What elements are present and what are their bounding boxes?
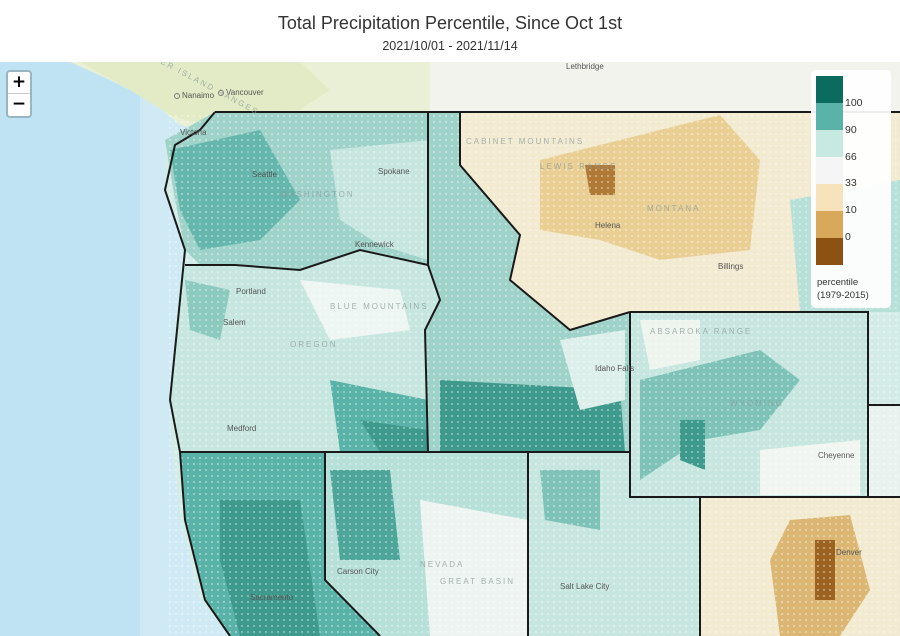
legend: 100 90 66 33 10 0 percentile (1979-2015) <box>811 70 891 308</box>
city-label-salt-lake-city: Salt Lake City <box>560 582 610 591</box>
map-header: Total Precipitation Percentile, Since Oc… <box>0 0 900 62</box>
legend-swatch-lowest <box>816 238 843 265</box>
legend-swatch-10 <box>816 184 843 211</box>
region-label-great-basin: GREAT BASIN <box>440 577 516 586</box>
city-label-spokane: Spokane <box>378 167 410 176</box>
region-label-blue-mountains: BLUE MOUNTAINS <box>330 302 429 311</box>
map-title: Total Precipitation Percentile, Since Oc… <box>277 13 623 33</box>
map-canvas[interactable] <box>0 62 900 636</box>
legend-swatch-90 <box>816 103 843 130</box>
region-label-lewis-range: LEWIS RANGE <box>540 162 618 171</box>
legend-label-66: 66 <box>845 151 857 163</box>
city-label-kennewick: Kennewick <box>355 240 394 249</box>
precipitation-map[interactable]: Nanaimo Vancouver Victoria Lethbridge Se… <box>0 62 900 636</box>
city-label-billings: Billings <box>718 262 744 271</box>
legend-label-90: 90 <box>845 124 857 136</box>
legend-label-100: 100 <box>845 97 863 109</box>
city-label-medford: Medford <box>227 424 257 433</box>
date-range: 2021/10/01 - 2021/11/14 <box>382 39 518 53</box>
city-label-sacramento: Sacramento <box>250 593 294 602</box>
legend-swatch-33 <box>816 157 843 184</box>
legend-unit: percentile <box>817 277 859 288</box>
region-label-cabinet-mountains: CABINET MOUNTAINS <box>466 137 585 146</box>
region-label-montana: MONTANA <box>647 204 701 213</box>
city-label-nanaimo: Nanaimo <box>174 91 214 100</box>
zoom-control: + − <box>6 70 32 118</box>
zoom-in-button[interactable]: + <box>8 72 30 94</box>
city-label-carson-city: Carson City <box>337 567 379 576</box>
region-label-nevada: NEVADA <box>420 560 465 569</box>
legend-footer: percentile (1979-2015) <box>817 276 869 302</box>
legend-period: (1979-2015) <box>817 290 869 301</box>
legend-swatch-0 <box>816 211 843 238</box>
city-label-portland: Portland <box>236 287 266 296</box>
city-label-denver: Denver <box>836 548 862 557</box>
city-label-idaho-falls: Idaho Falls <box>595 364 635 373</box>
region-label-washington: WASHINGTON <box>280 190 355 199</box>
city-label-cheyenne: Cheyenne <box>818 451 855 460</box>
city-label-seattle: Seattle <box>252 170 277 179</box>
legend-label-33: 33 <box>845 177 857 189</box>
city-label-salem: Salem <box>223 318 246 327</box>
city-label-lethbridge: Lethbridge <box>566 62 604 71</box>
city-label-victoria: Victoria <box>180 128 207 137</box>
region-label-absaroka-range: ABSAROKA RANGE <box>650 327 753 336</box>
legend-label-0: 0 <box>845 231 851 243</box>
region-label-wyoming: WYOMING <box>730 399 784 408</box>
zoom-out-button[interactable]: − <box>11 94 27 114</box>
legend-swatch-66 <box>816 130 843 157</box>
legend-swatch-100 <box>816 76 843 103</box>
city-label-helena: Helena <box>595 221 621 230</box>
city-label-vancouver: Vancouver <box>218 88 264 97</box>
legend-label-10: 10 <box>845 204 857 216</box>
region-label-oregon: OREGON <box>290 340 338 349</box>
